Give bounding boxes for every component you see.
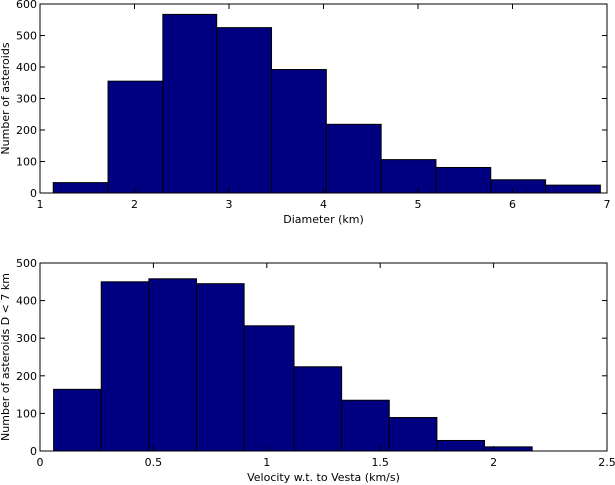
x-tick-label: 2 (131, 198, 138, 211)
histogram-bar (435, 166, 492, 194)
y-tick-label: 200 (16, 370, 37, 383)
x-axis-label: Velocity w.t. to Vesta (km/s) (247, 471, 400, 484)
histogram-bar (162, 13, 218, 194)
x-tick-label: 0.5 (145, 456, 163, 469)
y-tick-label: 100 (16, 156, 37, 169)
y-tick-label: 300 (16, 93, 37, 106)
y-axis-label: Number of asteroids D < 7 km (0, 273, 12, 441)
y-axis-label: Number of asteroids (0, 42, 12, 154)
histogram-bar (107, 80, 164, 194)
histogram-bar (484, 446, 533, 452)
x-tick-label: 1 (37, 198, 44, 211)
diameter-histogram-panel: 1 2 3 4 5 6 7 0 100 200 300 400 500 600 Diameter (km) N… (0, 0, 611, 226)
histogram-bar (53, 388, 102, 452)
histogram-bar (490, 179, 547, 194)
x-tick-label: 2.5 (598, 456, 615, 469)
x-tick-label: 0 (37, 456, 44, 469)
histogram-bar (216, 27, 273, 194)
y-tick-label: 100 (16, 407, 37, 420)
y-tick-label: 400 (16, 295, 37, 308)
histogram-bar (325, 123, 382, 194)
histogram-bar (388, 417, 438, 452)
x-tick-label: 3 (226, 198, 233, 211)
y-tick-label: 500 (16, 30, 37, 43)
y-tick-label: 0 (30, 445, 37, 458)
histogram-bar (52, 182, 109, 194)
x-axis-label: Diameter (km) (283, 213, 364, 226)
x-tick-label: 6 (509, 198, 516, 211)
x-tick-label: 4 (320, 198, 327, 211)
histogram-bar (271, 69, 327, 194)
histogram-bar (100, 281, 150, 452)
y-tick-label: 500 (16, 257, 37, 270)
x-tick-label: 1.5 (371, 456, 389, 469)
x-tick-label: 5 (415, 198, 422, 211)
y-tick-label: 0 (30, 187, 37, 200)
axes-frame (39, 262, 608, 452)
histogram-bar (148, 278, 197, 452)
histogram-bar (293, 366, 343, 452)
x-tick-label: 2 (490, 456, 497, 469)
histogram-bar (545, 184, 601, 194)
histogram-bar (243, 325, 295, 452)
histogram-bar (380, 159, 437, 194)
histogram-bar (436, 439, 486, 452)
histogram-bar (195, 283, 245, 452)
y-tick-label: 400 (16, 61, 37, 74)
histogram-bar (341, 399, 390, 452)
x-tick-label: 7 (604, 198, 611, 211)
x-tick-label: 1 (263, 456, 270, 469)
y-tick-label: 600 (16, 0, 37, 11)
y-tick-label: 300 (16, 332, 37, 345)
y-tick-label: 200 (16, 124, 37, 137)
velocity-histogram-panel: 0 0.5 1 1.5 2 2.5 0 100 200 300 400 500 Velocity w.t… (0, 257, 615, 484)
